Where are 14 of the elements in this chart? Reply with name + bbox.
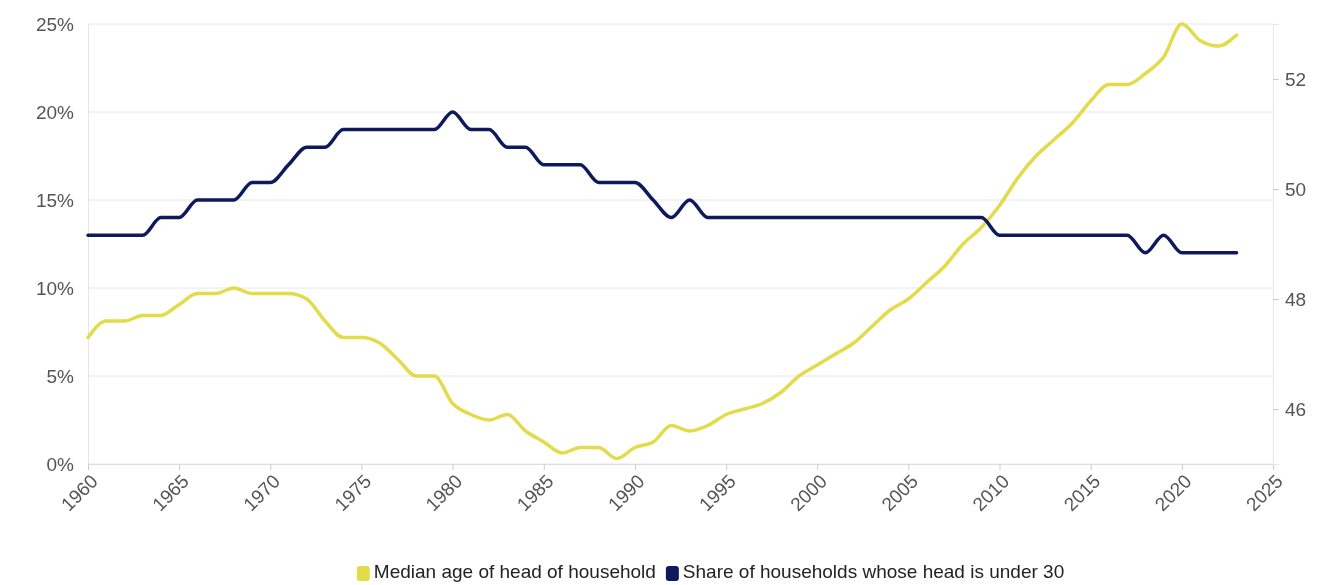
line-series bbox=[86, 22, 1239, 461]
y2-tick-label: 50 bbox=[1285, 178, 1307, 200]
line-series bbox=[86, 110, 1239, 255]
y2-tick-label: 52 bbox=[1285, 68, 1307, 90]
y-tick-label: 15% bbox=[35, 189, 75, 211]
y2-tick-label: 46 bbox=[1285, 398, 1307, 420]
legend-label: Share of households whose head is under 30 bbox=[682, 561, 1065, 582]
y-tick-label: 10% bbox=[35, 277, 75, 299]
y-tick-label: 0% bbox=[46, 453, 75, 475]
y-tick-label: 5% bbox=[46, 365, 75, 387]
y2-tick-label: 48 bbox=[1285, 288, 1307, 310]
legend-label: Median age of head of household bbox=[373, 561, 656, 582]
y-tick-label: 25% bbox=[35, 13, 75, 35]
y-tick-label: 20% bbox=[35, 101, 75, 123]
